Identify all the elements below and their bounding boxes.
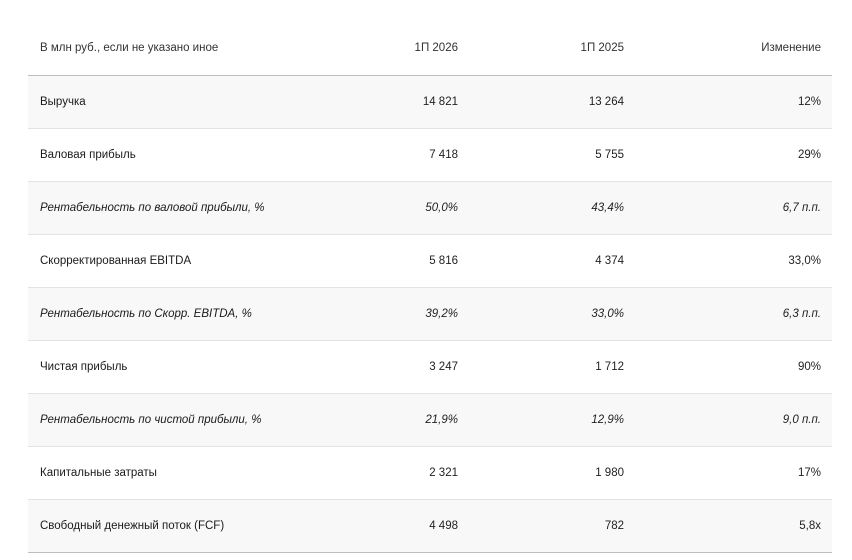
financial-results-table: В млн руб., если не указано иное 1П 2026… xyxy=(28,20,832,553)
row-change: 9,0 п.п. xyxy=(624,393,832,447)
row-change: 33,0% xyxy=(624,234,832,288)
row-value-2025: 12,9% xyxy=(458,393,624,447)
table-row: Рентабельность по чистой прибыли, % 21,9… xyxy=(28,393,832,447)
row-value-2026: 14 821 xyxy=(328,75,458,129)
row-change: 5,8x xyxy=(624,499,832,553)
row-value-2026: 4 498 xyxy=(328,499,458,553)
row-label: Валовая прибыль xyxy=(28,128,328,182)
table-row: Скорректированная EBITDA 5 816 4 374 33,… xyxy=(28,234,832,288)
header-period-2025: 1П 2025 xyxy=(458,20,624,76)
header-row: В млн руб., если не указано иное 1П 2026… xyxy=(28,20,832,76)
row-label: Рентабельность по чистой прибыли, % xyxy=(28,393,328,447)
row-label: Выручка xyxy=(28,75,328,129)
row-value-2025: 33,0% xyxy=(458,287,624,341)
row-value-2026: 39,2% xyxy=(328,287,458,341)
row-value-2026: 5 816 xyxy=(328,234,458,288)
table-row: Валовая прибыль 7 418 5 755 29% xyxy=(28,128,832,182)
row-value-2025: 5 755 xyxy=(458,128,624,182)
row-change: 90% xyxy=(624,340,832,394)
row-value-2026: 7 418 xyxy=(328,128,458,182)
header-change: Изменение xyxy=(624,20,832,76)
table-header: В млн руб., если не указано иное 1П 2026… xyxy=(28,20,832,76)
row-label: Рентабельность по валовой прибыли, % xyxy=(28,181,328,235)
row-change: 12% xyxy=(624,75,832,129)
table-row: Свободный денежный поток (FCF) 4 498 782… xyxy=(28,499,832,553)
row-value-2025: 1 980 xyxy=(458,446,624,500)
row-value-2026: 3 247 xyxy=(328,340,458,394)
table-body: Выручка 14 821 13 264 12% Валовая прибыл… xyxy=(28,75,832,553)
table-row: Рентабельность по Скорр. EBITDA, % 39,2%… xyxy=(28,287,832,341)
row-value-2026: 21,9% xyxy=(328,393,458,447)
table-row: Чистая прибыль 3 247 1 712 90% xyxy=(28,340,832,394)
row-value-2025: 13 264 xyxy=(458,75,624,129)
table-row: Капитальные затраты 2 321 1 980 17% xyxy=(28,446,832,500)
row-change: 17% xyxy=(624,446,832,500)
row-value-2025: 4 374 xyxy=(458,234,624,288)
row-label: Капитальные затраты xyxy=(28,446,328,500)
row-value-2025: 782 xyxy=(458,499,624,553)
header-period-2026: 1П 2026 xyxy=(328,20,458,76)
table-row: Рентабельность по валовой прибыли, % 50,… xyxy=(28,181,832,235)
row-label: Рентабельность по Скорр. EBITDA, % xyxy=(28,287,328,341)
row-value-2026: 2 321 xyxy=(328,446,458,500)
row-change: 29% xyxy=(624,128,832,182)
row-value-2026: 50,0% xyxy=(328,181,458,235)
row-value-2025: 43,4% xyxy=(458,181,624,235)
table-row: Выручка 14 821 13 264 12% xyxy=(28,75,832,129)
row-change: 6,7 п.п. xyxy=(624,181,832,235)
row-label: Скорректированная EBITDA xyxy=(28,234,328,288)
row-value-2025: 1 712 xyxy=(458,340,624,394)
row-label: Свободный денежный поток (FCF) xyxy=(28,499,328,553)
header-units-label: В млн руб., если не указано иное xyxy=(28,20,328,76)
row-label: Чистая прибыль xyxy=(28,340,328,394)
financial-results-table-container: В млн руб., если не указано иное 1П 2026… xyxy=(28,20,832,553)
row-change: 6,3 п.п. xyxy=(624,287,832,341)
